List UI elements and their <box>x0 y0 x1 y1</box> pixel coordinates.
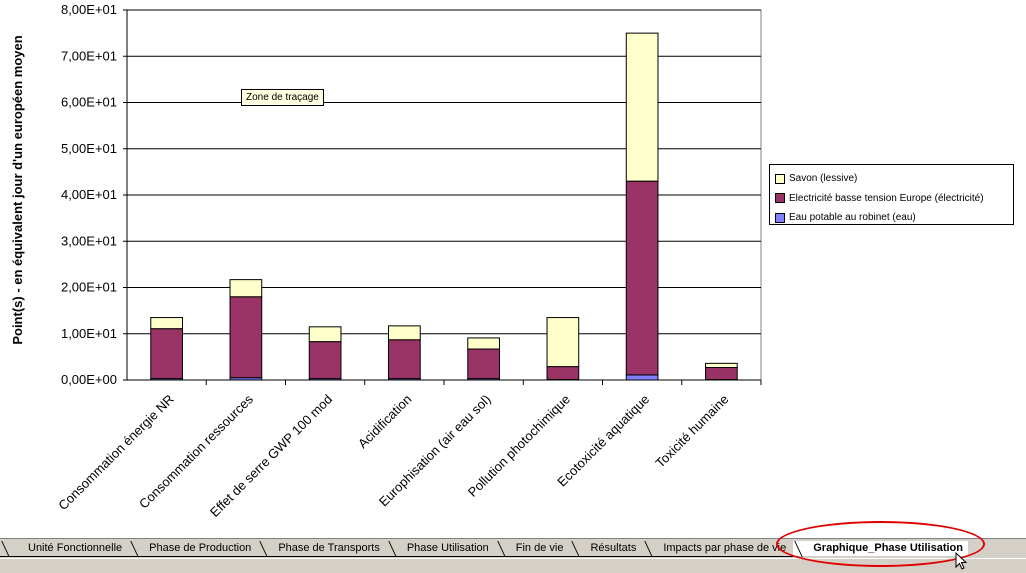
bar-segment[interactable] <box>468 349 500 379</box>
y-tick-label: 7,00E+01 <box>61 48 117 63</box>
sheet-tab-phase-utilisation[interactable]: Phase Utilisation <box>387 541 496 557</box>
y-tick-label: 8,00E+01 <box>61 2 117 17</box>
legend-label-eau: Eau potable au robinet (eau) <box>789 212 916 223</box>
bar-segment[interactable] <box>626 33 658 181</box>
bar-segment[interactable] <box>626 181 658 375</box>
bar-segment[interactable] <box>626 375 658 380</box>
category-label: Ecotoxicité aquatique <box>554 392 652 490</box>
y-tick-label: 2,00E+01 <box>61 280 117 295</box>
legend-item-electricite: Electricité basse tension Europe (électr… <box>775 189 1013 209</box>
sheet-tab-unite-fonctionnelle[interactable]: Unité Fonctionnelle <box>0 541 129 557</box>
bar-segment[interactable] <box>706 363 738 367</box>
bar-segment[interactable] <box>389 340 421 379</box>
horizontal-scrollbar[interactable] <box>968 541 1026 556</box>
legend-swatch-eau <box>775 213 785 223</box>
bar-segment[interactable] <box>230 297 262 378</box>
sheet-tab-impacts-phase[interactable]: Impacts par phase de vie <box>643 541 793 557</box>
y-tick-label: 4,00E+01 <box>61 187 117 202</box>
bar-segment[interactable] <box>547 318 579 367</box>
bar-segment[interactable] <box>151 329 183 379</box>
plot-area-tooltip: Zone de traçage <box>241 89 324 106</box>
sheet-tab-resultats[interactable]: Résultats <box>570 541 643 557</box>
legend-swatch-electricite <box>775 193 785 203</box>
bar-segment[interactable] <box>230 280 262 297</box>
bar-segment[interactable] <box>389 326 421 340</box>
sheet-tab-fin-de-vie[interactable]: Fin de vie <box>496 541 571 557</box>
mouse-cursor-icon <box>955 552 969 570</box>
y-tick-label: 3,00E+01 <box>61 233 117 248</box>
y-axis-title: Point(s) - en équivalent jour d'un europ… <box>10 35 25 344</box>
bar-segment[interactable] <box>706 368 738 380</box>
y-tick-label: 0,00E+00 <box>61 372 117 387</box>
sheet-tab-graphique-phase-utilisation[interactable]: Graphique_Phase Utilisation <box>793 541 970 556</box>
sheet-tab-bar: Unité Fonctionnelle Phase de Production … <box>0 538 1026 572</box>
bar-segment[interactable] <box>309 327 341 342</box>
y-tick-label: 1,00E+01 <box>61 326 117 341</box>
legend-swatch-savon <box>775 174 785 184</box>
legend-label-savon: Savon (lessive) <box>789 173 857 184</box>
legend-item-eau: Eau potable au robinet (eau) <box>775 208 1013 228</box>
legend-label-electricite: Electricité basse tension Europe (électr… <box>789 193 984 204</box>
bar-segment[interactable] <box>547 367 579 380</box>
bar-segment[interactable] <box>151 318 183 329</box>
y-tick-label: 5,00E+01 <box>61 141 117 156</box>
y-tick-labels: 0,00E+00 1,00E+01 2,00E+01 3,00E+01 4,00E+01… <box>61 2 117 387</box>
legend-item-savon: Savon (lessive) <box>775 169 1013 189</box>
y-tick-label: 6,00E+01 <box>61 95 117 110</box>
sheet-tab-phase-production[interactable]: Phase de Production <box>129 541 258 557</box>
sheet-tab-phase-transports[interactable]: Phase de Transports <box>258 541 387 557</box>
category-label: Acidification <box>355 392 415 452</box>
category-label: Toxicité humaine <box>652 392 731 471</box>
bar-segment[interactable] <box>468 338 500 349</box>
legend[interactable]: Savon (lessive) Electricité basse tensio… <box>769 164 1014 225</box>
bar-segment[interactable] <box>309 342 341 379</box>
sheet-tab-strip: Unité Fonctionnelle Phase de Production … <box>0 541 970 556</box>
chart: 0,00E+00 1,00E+01 2,00E+01 3,00E+01 4,00E+01… <box>0 0 1026 538</box>
